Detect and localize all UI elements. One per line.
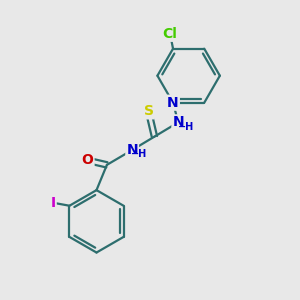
- Text: S: S: [143, 104, 154, 118]
- Text: I: I: [51, 196, 56, 210]
- Text: N: N: [172, 116, 184, 129]
- Text: −H: −H: [131, 149, 148, 160]
- Text: −H: −H: [178, 122, 194, 132]
- Text: N: N: [167, 96, 179, 110]
- Text: N: N: [126, 143, 138, 157]
- Text: O: O: [82, 153, 94, 167]
- Text: Cl: Cl: [163, 27, 178, 41]
